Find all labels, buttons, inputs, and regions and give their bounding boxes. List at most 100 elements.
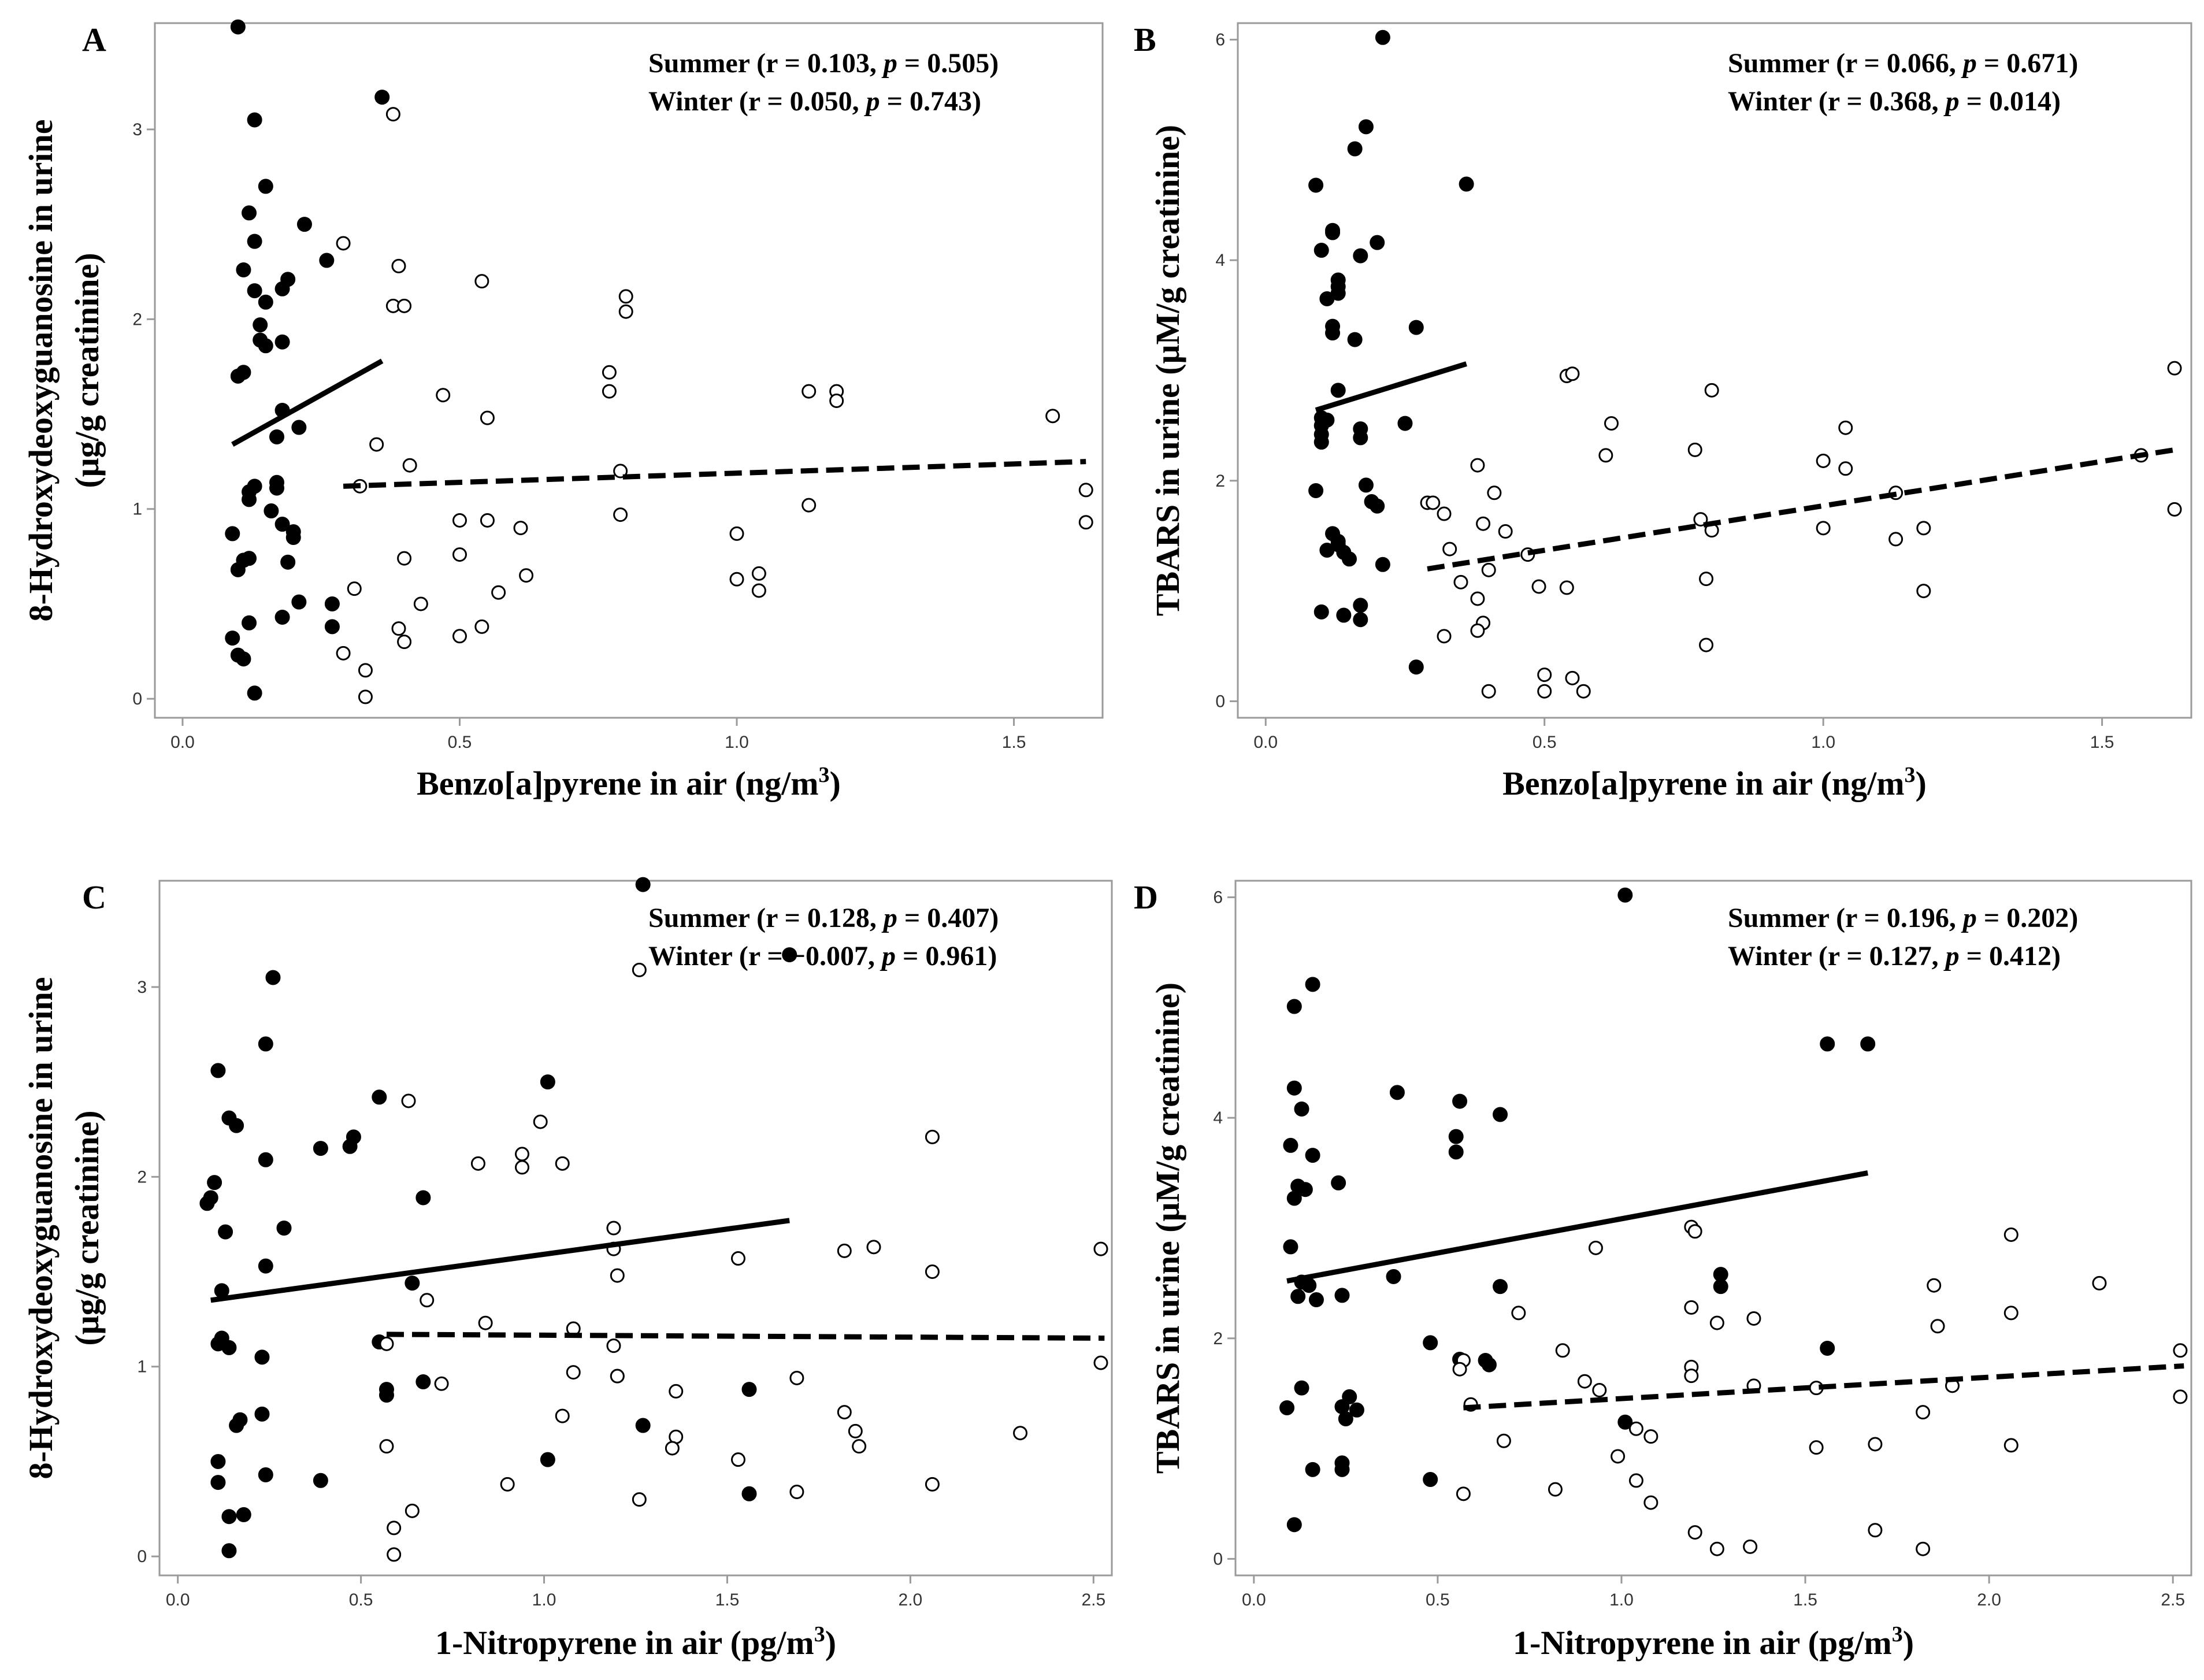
winter-point [1453,574,1468,589]
summer-point [258,338,273,354]
y-tick-label: 2 [1213,1329,1223,1348]
summer-point [1408,659,1424,675]
summer-point [1290,1289,1306,1304]
summer-point [258,1036,273,1052]
summer-point [741,1382,757,1397]
winter-point [1809,1440,1824,1455]
summer-point [1353,430,1368,446]
winter-point [555,1156,570,1171]
x-axis-label-close: ) [1903,1624,1914,1662]
summer-point [225,631,240,646]
winter-point [2003,1227,2019,1242]
winter-point [1013,1426,1028,1441]
annotation-text: p [1943,86,1960,117]
summer-point [1448,1129,1464,1144]
winter-point [837,1243,852,1258]
summer-point [1617,1414,1633,1430]
summer-point [280,272,296,287]
winter-point [1470,623,1485,638]
summer-point [1370,498,1385,514]
summer-point [1353,598,1368,613]
winter-point [730,1251,745,1266]
annotation-r: −0.007 [790,941,868,971]
winter-point [420,1293,435,1308]
summer-point [225,526,240,542]
summer-point [1358,477,1374,493]
summer-point [242,551,257,566]
annotation-text: p [1961,903,1977,933]
x-tick-label: 1.0 [532,1590,556,1609]
panel-d: 0.0 0.5 1.0 1.5 2.0 2.5 0 2 4 6 D 1-Nitropyrene in … [1134,878,2192,1662]
summer-point [247,685,262,701]
winter-point [397,551,412,566]
x-tick-label: 0.5 [448,733,472,752]
summer-point [242,615,257,631]
winter-point [1437,629,1452,644]
annotation-text: = [897,48,927,79]
annotation-season: Winter [1728,86,1812,117]
summer-point [285,530,301,546]
winter-point [1816,453,1831,468]
winter-point [1588,1240,1603,1255]
x-tick-label: 0.0 [1242,1590,1266,1609]
x-tick-label: 0.0 [1253,733,1278,752]
annotation-p: 0.671 [2006,48,2069,79]
annotation-text: = [1977,48,2006,79]
summer-point [236,1507,251,1522]
winter-point [452,547,467,562]
x-axis-label-text: Benzo[a]pyrene in air (ng/m [1502,765,1904,802]
annotation-p: 0.961 [925,941,988,971]
summer-point [1294,1101,1309,1117]
summer-point [269,429,284,444]
summer-point [1330,383,1346,398]
winter-point [1078,515,1093,530]
winter-point [391,258,406,273]
annotation-text: (r = [749,903,807,933]
winter-point [1916,1405,1931,1420]
winter-point [358,663,373,678]
winter-point [347,581,362,596]
winter-point [1481,562,1496,577]
winter-point [515,1147,530,1162]
x-tick-label: 2.0 [1977,1590,2001,1609]
summer-point [415,1374,431,1390]
winter-point [379,1336,394,1351]
y-tick-label: 0 [137,1547,147,1566]
panel-label: A [82,21,106,58]
annotation-text: = [880,86,910,117]
x-axis-label: Benzo[a]pyrene in air (ng/m3) [1502,763,1927,802]
summer-point [324,619,340,635]
winter-point [1555,1343,1570,1358]
y-tick-label: 4 [1213,1108,1223,1128]
summer-point [1305,977,1320,992]
panel-label: B [1134,21,1156,58]
summer-point [1314,604,1329,620]
winter-point [1604,416,1619,431]
summer-point [258,294,273,310]
winter-point [474,619,489,634]
summer-point [1423,1472,1438,1488]
summer-point [1342,1389,1357,1404]
winter-point [852,1439,867,1454]
summer-point [1301,1278,1317,1293]
winter-point [1496,1433,1511,1448]
winter-point [1592,1382,1607,1397]
summer-point [1386,1269,1401,1284]
winter-point [632,1492,647,1507]
winter-point [2167,361,2182,376]
winter-point [1699,637,1714,652]
summer-point [232,1412,248,1427]
winter-fit-line [386,1332,1105,1341]
panel-label: D [1134,878,1158,916]
summer-point [374,90,390,105]
winter-point [387,1520,402,1536]
summer-point [1713,1279,1728,1295]
summer-point [254,1406,270,1422]
summer-point [1448,1144,1464,1160]
winter-point [618,289,633,304]
winter-point [925,1264,940,1280]
x-axis-label: 1-Nitropyrene in air (pg/m3) [435,1622,836,1662]
winter-point [1643,1495,1658,1510]
summer-point [274,517,290,532]
winter-point [1709,1315,1724,1330]
